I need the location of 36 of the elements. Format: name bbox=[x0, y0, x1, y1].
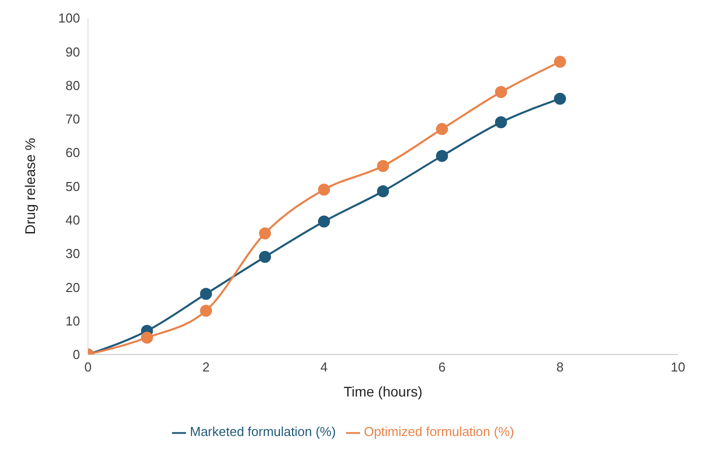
point bbox=[377, 160, 389, 172]
y-tick-label: 10 bbox=[66, 313, 80, 328]
y-tick-label: 70 bbox=[66, 112, 80, 127]
legend-label: Marketed formulation (%) bbox=[190, 424, 336, 440]
point bbox=[318, 216, 330, 228]
point bbox=[141, 332, 153, 344]
point bbox=[259, 227, 271, 240]
legend-label: Optimized formulation (%) bbox=[364, 424, 514, 440]
point bbox=[318, 184, 330, 196]
x-tick-label: 2 bbox=[202, 360, 210, 375]
y-tick-label: 30 bbox=[66, 246, 80, 262]
point bbox=[200, 304, 212, 317]
point bbox=[377, 185, 389, 198]
point bbox=[436, 123, 448, 136]
x-tick-label: 0 bbox=[84, 360, 92, 375]
point bbox=[554, 92, 566, 105]
point bbox=[495, 116, 507, 128]
x-tick-label: 10 bbox=[670, 360, 686, 375]
x-tick-label: 8 bbox=[556, 360, 564, 375]
y-tick-label: 100 bbox=[58, 10, 80, 26]
x-axis-title: Time (hours) bbox=[344, 383, 422, 400]
x-tick-label: 4 bbox=[320, 360, 328, 375]
y-tick-label: 20 bbox=[66, 280, 80, 295]
y-tick-label: 80 bbox=[66, 78, 80, 93]
x-tick-label: 6 bbox=[438, 360, 446, 375]
point bbox=[436, 150, 448, 162]
point bbox=[495, 86, 507, 98]
y-axis-title: Drug release % bbox=[22, 138, 38, 234]
point bbox=[554, 56, 566, 68]
y-tick-label: 90 bbox=[66, 44, 80, 60]
point bbox=[259, 250, 271, 263]
y-tick-label: 60 bbox=[66, 145, 80, 160]
point bbox=[200, 288, 212, 300]
y-tick-label: 0 bbox=[72, 347, 80, 362]
y-tick-label: 40 bbox=[66, 212, 80, 228]
y-tick-label: 50 bbox=[66, 178, 80, 194]
